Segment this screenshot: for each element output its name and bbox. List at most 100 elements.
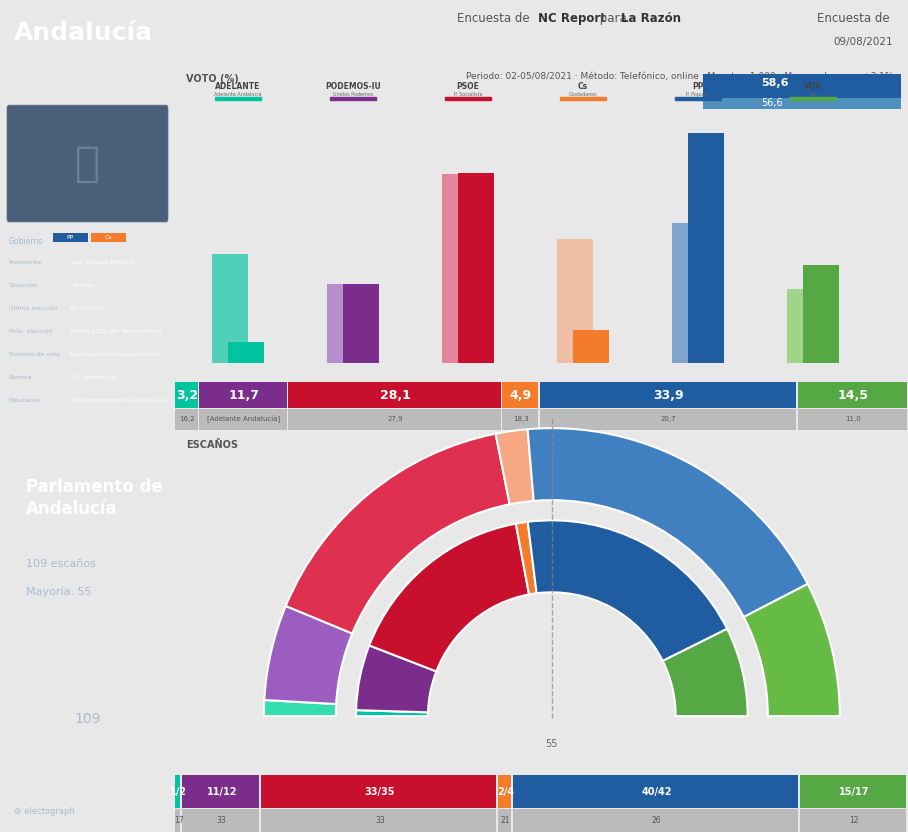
Text: ESCAÑOS: ESCAÑOS <box>186 440 238 450</box>
Text: 12: 12 <box>849 816 859 825</box>
Text: 109 escaños: 109 escaños <box>26 558 96 568</box>
Wedge shape <box>663 629 747 716</box>
Text: ⚙ electograph: ⚙ electograph <box>14 807 74 816</box>
Text: Andalucía: Andalucía <box>14 21 153 44</box>
Text: VOX: VOX <box>804 82 822 91</box>
Text: Juan Manuel Moreno: Juan Manuel Moreno <box>70 260 134 265</box>
Bar <box>797 409 906 430</box>
Bar <box>183 809 259 832</box>
Text: 109: 109 <box>74 712 101 726</box>
Bar <box>327 284 363 364</box>
Bar <box>331 97 376 100</box>
Bar <box>289 409 501 430</box>
Text: 16,2: 16,2 <box>180 416 195 423</box>
Text: 〜: 〜 <box>75 142 100 185</box>
Text: P. Socialista: P. Socialista <box>454 92 482 97</box>
Text: Cs: Cs <box>104 235 113 240</box>
Text: 40/42: 40/42 <box>641 787 672 797</box>
Text: 55: 55 <box>546 739 558 749</box>
Text: Representación proporcional: Representación proporcional <box>70 352 161 357</box>
Text: 4,9: 4,9 <box>510 389 532 402</box>
Bar <box>289 382 501 409</box>
Text: Barrera: Barrera <box>9 374 33 379</box>
Text: PP: PP <box>693 82 704 91</box>
Bar <box>800 809 906 832</box>
Bar <box>803 265 839 364</box>
Text: VOTO (%): VOTO (%) <box>186 74 239 84</box>
Bar <box>200 409 287 430</box>
Text: 02/12/2018: 02/12/2018 <box>70 305 105 310</box>
Bar <box>797 382 906 409</box>
Wedge shape <box>356 646 437 712</box>
Text: 58,6: 58,6 <box>762 78 789 88</box>
Text: 14,5: 14,5 <box>837 389 868 402</box>
FancyBboxPatch shape <box>703 98 901 109</box>
Bar <box>175 409 198 430</box>
Bar <box>175 382 198 409</box>
Wedge shape <box>496 429 534 504</box>
Text: 18,3: 18,3 <box>513 416 528 423</box>
Wedge shape <box>370 523 529 671</box>
Bar <box>200 382 287 409</box>
Bar <box>212 254 248 364</box>
Bar <box>513 775 798 808</box>
Bar <box>228 342 264 364</box>
Bar <box>688 133 725 364</box>
Bar <box>513 809 798 832</box>
Text: Mayoría: 55: Mayoría: 55 <box>26 587 92 597</box>
Text: Presidente: Presidente <box>9 260 42 265</box>
Bar <box>343 284 380 364</box>
Text: 26: 26 <box>652 816 661 825</box>
Text: Cs: Cs <box>578 82 588 91</box>
Text: PP: PP <box>66 235 74 240</box>
Text: Parlamento de
Andalucía: Parlamento de Andalucía <box>26 478 163 518</box>
Text: 11,0: 11,0 <box>845 416 861 423</box>
Bar <box>787 289 824 364</box>
Wedge shape <box>528 520 727 661</box>
Text: 28,1: 28,1 <box>380 389 410 402</box>
Text: 09/08/2021: 09/08/2021 <box>834 37 893 47</box>
Bar <box>573 330 609 364</box>
Bar <box>557 240 593 364</box>
Bar <box>498 775 510 808</box>
Text: 15/17: 15/17 <box>839 787 869 797</box>
Bar <box>502 409 538 430</box>
Text: 33,9: 33,9 <box>653 389 684 402</box>
Text: P. Popular: P. Popular <box>686 92 710 97</box>
Text: 2/4: 2/4 <box>497 787 514 797</box>
Bar <box>183 775 259 808</box>
Wedge shape <box>744 584 840 716</box>
Text: Diputados: Diputados <box>9 398 41 403</box>
Text: 11/12: 11/12 <box>206 787 237 797</box>
Bar <box>790 97 836 100</box>
Text: Situación: Situación <box>9 283 38 288</box>
FancyBboxPatch shape <box>7 105 168 222</box>
Text: 33: 33 <box>375 816 385 825</box>
Text: 21: 21 <box>501 816 510 825</box>
Text: Minoría: Minoría <box>70 283 94 288</box>
Bar <box>502 382 538 409</box>
Text: Encuesta de: Encuesta de <box>458 12 534 25</box>
Text: Próx. elección: Próx. elección <box>9 329 53 334</box>
Text: 3% (provincial): 3% (provincial) <box>70 374 117 379</box>
Text: Vox: Vox <box>809 92 817 97</box>
Bar <box>672 223 708 364</box>
Text: [Adelante Andalucía]: [Adelante Andalucía] <box>207 416 281 423</box>
Text: 33: 33 <box>217 816 227 825</box>
Text: para: para <box>597 12 631 25</box>
FancyBboxPatch shape <box>91 233 126 242</box>
Bar <box>458 173 494 364</box>
Text: 17: 17 <box>173 816 183 825</box>
Text: 11,7: 11,7 <box>229 389 260 402</box>
Text: 56,6: 56,6 <box>762 98 783 108</box>
Bar <box>676 97 721 100</box>
Text: 27,9: 27,9 <box>388 416 403 423</box>
Text: Periodo: 02-05/08/2021 · Método: Telefónico, online · Muestra: 1.000 · Margen de: Periodo: 02-05/08/2021 · Método: Telefón… <box>466 72 893 81</box>
Wedge shape <box>264 700 336 716</box>
Bar <box>539 409 796 430</box>
Text: Gobierno: Gobierno <box>9 236 44 245</box>
Text: 1/2: 1/2 <box>170 787 187 797</box>
Bar <box>498 809 510 832</box>
Text: Ciudadanos: Ciudadanos <box>568 92 597 97</box>
Bar <box>215 97 262 100</box>
